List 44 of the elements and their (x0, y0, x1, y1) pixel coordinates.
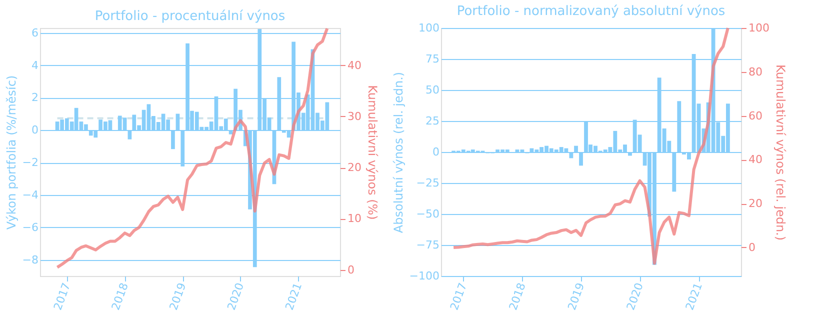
y2-tick-label: 30 (348, 110, 362, 123)
y2-tick-label: 20 (748, 197, 762, 210)
x-tick-label: 2020 (224, 281, 247, 312)
y2-tick-label: 60 (748, 109, 762, 122)
x-tick-label: 2017 (51, 281, 74, 312)
y-tick-label: −75 (416, 238, 440, 252)
y2-tick-label: 0 (348, 263, 354, 276)
chart-title: Portfolio - procentuální výnos (94, 8, 286, 24)
chart-title: Portfolio - normalizovaný absolutní výnos (456, 4, 726, 19)
y-tick-label: 4 (32, 58, 38, 72)
y2-tick-label: 0 (748, 240, 756, 254)
x-tick-label: 2021 (282, 281, 305, 312)
y2-tick-label: 20 (348, 161, 362, 174)
y-tick-label: −100 (409, 270, 440, 282)
y2-axis-title: Kumulativní výnos (rel. jedn.) (773, 64, 788, 241)
y-tick-label: 100 (418, 22, 440, 34)
y2-tick-label: 40 (748, 153, 762, 166)
y-tick-label: 2 (32, 91, 38, 104)
y-tick-label: −8 (22, 253, 38, 266)
y2-tick-label: 100 (748, 22, 770, 34)
y-tick-label: −25 (416, 176, 440, 190)
x-tick-label: 2018 (109, 281, 131, 312)
x-tick-label: 2019 (166, 281, 189, 312)
y-tick-label: 0 (432, 146, 440, 158)
y2-tick-label: 80 (748, 65, 762, 78)
x-tick-label: 2017 (448, 281, 470, 312)
x-tick-label: 2019 (565, 281, 588, 312)
y-tick-label: 75 (426, 52, 440, 66)
y2-tick-label: 40 (348, 58, 362, 72)
y-tick-label: 50 (426, 84, 440, 96)
y-tick-label: 0 (32, 124, 38, 137)
y-tick-label: −2 (22, 156, 38, 170)
y2-tick-label: 10 (348, 212, 362, 226)
y-tick-label: 25 (426, 114, 440, 128)
y-tick-label: 6 (32, 26, 38, 40)
x-tick-label: 2018 (506, 281, 528, 312)
y2-axis-title: Kumulativní výnos (%) (365, 85, 380, 220)
y-tick-label: −6 (22, 220, 38, 234)
y-axis-title: Absolutní výnos (rel. jedn.) (391, 72, 406, 234)
y-tick-label: −4 (22, 188, 38, 202)
y-tick-label: −50 (416, 208, 440, 220)
y-axis-title: Výkon portfolia (%/měsíc) (4, 75, 18, 230)
x-tick-label: 2020 (624, 281, 646, 312)
x-tick-label: 2021 (683, 281, 705, 312)
